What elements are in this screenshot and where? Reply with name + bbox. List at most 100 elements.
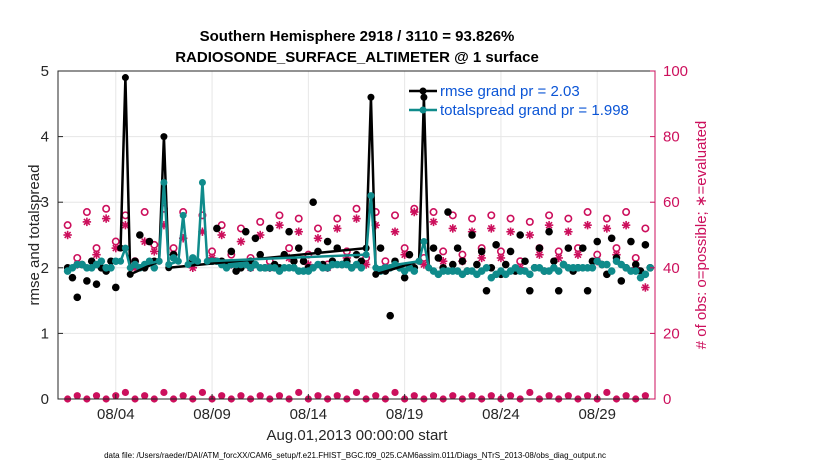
chart-subtitle: RADIOSONDE_SURFACE_ALTIMETER @ 1 surface [175, 49, 539, 66]
rmse-point [92, 280, 101, 289]
totalspread-line-point [367, 192, 375, 200]
totalspread-line-point [126, 264, 134, 272]
obs-evaluated-point-stroke [622, 221, 630, 229]
rmse-point [550, 257, 558, 266]
obs-zero-point [121, 388, 130, 397]
obs-zero-point [141, 392, 149, 400]
obs-possible-point [602, 214, 611, 223]
rmse-line-point [121, 74, 129, 82]
x-tick-label: 08/24 [482, 406, 520, 423]
obs-evaluated-point [564, 227, 573, 236]
obs-evaluated-point [641, 283, 650, 292]
obs-possible-point [468, 214, 477, 223]
rmse-point [526, 286, 534, 295]
axis-ticks: 08/04 08/09 08/14 08/19 08/24 08/29 0 1 2 3 4 5 0 20 4… [41, 63, 688, 423]
rmse-point [516, 231, 524, 239]
rmse-point [136, 231, 144, 239]
obs-evaluated-point [390, 227, 400, 236]
obs-possible-point [275, 211, 284, 220]
totalspread-point [631, 267, 640, 275]
y2-tick-label: 20 [663, 325, 680, 342]
totalspread-line-point [179, 211, 187, 219]
totalspread-point [526, 270, 534, 279]
obs-evaluated-point-stroke [545, 221, 553, 229]
obs-evaluated-point [82, 217, 92, 227]
obs-possible-point [506, 214, 515, 223]
obs-evaluated-point-stroke [410, 208, 418, 216]
rmse-point [400, 273, 409, 282]
footer-data-file: data file: /Users/raeder/DAI/ATM_forcXX/… [104, 451, 606, 460]
totalspread-point [588, 264, 597, 272]
obs-possible-point [622, 208, 631, 217]
totalspread-line-point [362, 251, 370, 259]
x-axis-label: Aug.01,2013 00:00:00 start [267, 427, 449, 444]
obs-evaluated-point [448, 224, 457, 233]
obs-evaluated-point-stroke [92, 251, 101, 259]
totalspread-line-point [420, 238, 428, 246]
rmse-point [641, 241, 650, 249]
obs-possible-point [391, 211, 400, 220]
obs-possible-point [439, 247, 448, 256]
rmse-point [554, 286, 563, 295]
rmse-point [68, 273, 77, 282]
rmse-point [593, 237, 602, 246]
rmse-point [631, 260, 640, 269]
rmse-point [444, 208, 452, 216]
obs-possible-point [285, 244, 294, 253]
rmse-point [506, 247, 515, 256]
obs-evaluated-point-stroke [218, 231, 226, 239]
totalspread-point [107, 264, 115, 272]
obs-evaluated-point-stroke [478, 254, 486, 262]
obs-evaluated-point-stroke [121, 221, 129, 229]
obs-possible-point [583, 208, 592, 217]
obs-zero-point [603, 388, 611, 397]
obs-possible-point [102, 204, 111, 213]
rmse-point [448, 260, 457, 269]
rmse-point [607, 234, 616, 243]
rmse-point [405, 250, 414, 259]
obs-evaluated-point-stroke [295, 228, 303, 236]
obs-possible-point [333, 214, 342, 223]
rmse-line-point [117, 244, 125, 252]
obs-evaluated-point-stroke [603, 224, 611, 232]
rmse-point [578, 244, 587, 252]
obs-zero-point [237, 392, 245, 400]
obs-possible-point [294, 214, 303, 223]
rmse-point [535, 244, 544, 252]
rmse-point [213, 224, 221, 233]
rmse-point [290, 257, 298, 266]
y2-tick-label: 100 [663, 63, 688, 80]
obs-evaluated-point [496, 253, 506, 263]
obs-evaluated-point [487, 224, 496, 233]
obs-evaluated-point-stroke [150, 247, 158, 255]
totalspread-line-point [121, 244, 129, 252]
obs-zero-point [73, 392, 81, 400]
rmse-point [386, 311, 395, 320]
obs-possible-point [256, 217, 265, 226]
rmse-point [145, 237, 154, 246]
x-tick-label: 08/04 [97, 406, 135, 423]
obs-zero-point [256, 392, 264, 400]
y2-tick-label: 80 [663, 129, 680, 146]
rmse-point [482, 286, 491, 295]
obs-zero-point [391, 388, 399, 397]
legend-rmse-marker [419, 87, 427, 95]
plot-area [58, 71, 655, 399]
totalspread-point [641, 270, 650, 279]
obs-possible-point [525, 217, 534, 226]
obs-zero-point [641, 392, 649, 400]
obs-evaluated-point [573, 250, 583, 259]
obs-evaluated-point [294, 227, 303, 236]
obs-zero-point [198, 388, 207, 397]
chart-title: Southern Hemisphere 2918 / 3110 = 93.826… [200, 28, 515, 45]
rmse-point [583, 286, 592, 295]
obs-zero-point [218, 392, 226, 400]
legend-spread-label: totalspread grand pr = 1.998 [440, 102, 629, 119]
obs-possible-point [63, 221, 72, 230]
rmse-point [251, 234, 260, 243]
obs-evaluated-point [236, 237, 246, 246]
obs-evaluated-point-stroke [102, 215, 110, 223]
obs-zero-point [449, 392, 457, 400]
legend: rmse grand pr = 2.03 totalspread grand p… [409, 83, 629, 119]
y-tick-label: 2 [41, 260, 49, 277]
